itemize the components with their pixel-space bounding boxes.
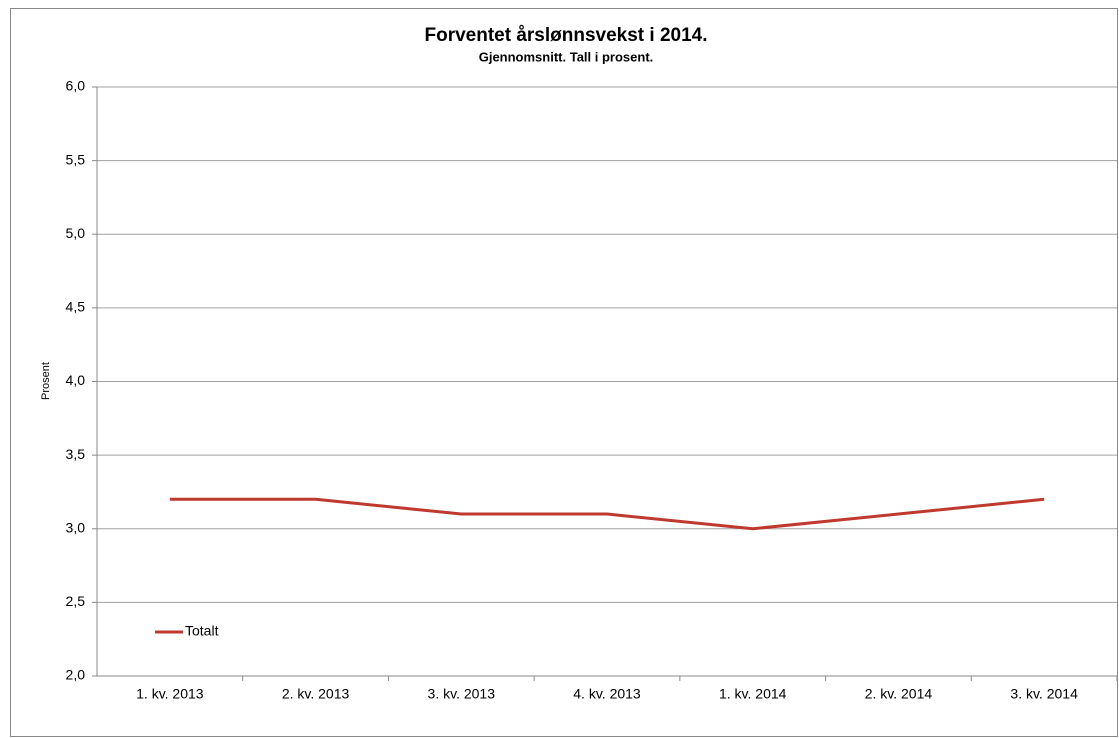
y-tick-label: 3,0	[66, 519, 86, 535]
y-tick-label: 4,0	[66, 372, 86, 388]
x-tick-label: 4. kv. 2013	[573, 686, 641, 702]
y-tick-label: 2,0	[66, 667, 86, 683]
x-tick-label: 3. kv. 2014	[1010, 686, 1078, 702]
y-axis-label: Prosent	[40, 362, 52, 400]
y-tick-label: 5,5	[66, 151, 86, 167]
y-tick-label: 4,5	[66, 299, 86, 315]
y-tick-label: 6,0	[66, 78, 86, 94]
x-tick-label: 1. kv. 2014	[719, 686, 787, 702]
x-tick-label: 2. kv. 2014	[865, 686, 933, 702]
chart-border	[10, 8, 1118, 737]
legend-label: Totalt	[185, 623, 219, 639]
chart-title: Forventet årslønnsvekst i 2014.	[424, 25, 707, 46]
chart-subtitle: Gjennomsnitt. Tall i prosent.	[479, 49, 654, 64]
x-tick-label: 2. kv. 2013	[282, 686, 350, 702]
x-tick-label: 1. kv. 2013	[136, 686, 204, 702]
y-tick-label: 2,5	[66, 593, 86, 609]
x-tick-label: 3. kv. 2013	[428, 686, 496, 702]
y-tick-label: 3,5	[66, 446, 86, 462]
line	[169, 497, 1045, 531]
y-tick-label: 5,0	[66, 225, 86, 241]
